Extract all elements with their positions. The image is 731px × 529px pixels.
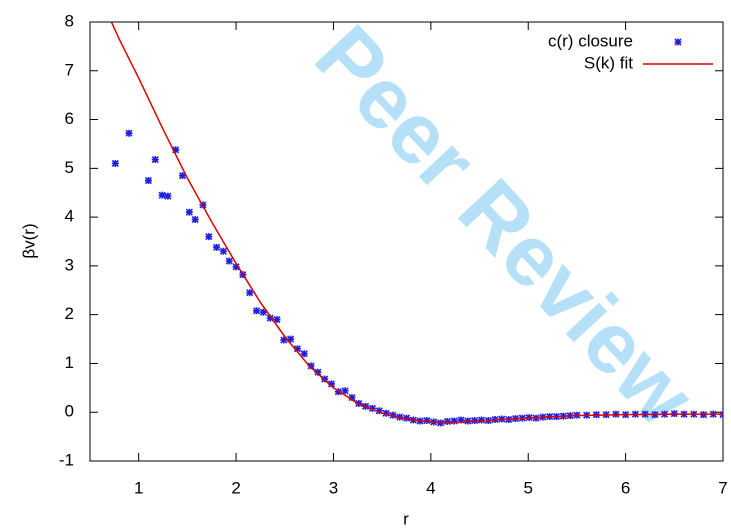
scatter-point bbox=[402, 414, 411, 422]
scatter-point bbox=[144, 176, 152, 185]
x-axis-label: r bbox=[403, 509, 409, 528]
scatter-point bbox=[158, 191, 166, 199]
scatter-point bbox=[252, 307, 261, 315]
scatter-point bbox=[457, 416, 465, 424]
scatter-point bbox=[164, 192, 172, 200]
scatter-point bbox=[307, 362, 315, 370]
scatter-point bbox=[232, 263, 240, 271]
y-tick-label: -1 bbox=[59, 450, 74, 469]
scatter-point bbox=[178, 172, 187, 180]
scatter-point bbox=[111, 159, 119, 168]
scatter-point bbox=[375, 407, 383, 415]
scatter-point bbox=[300, 350, 308, 358]
y-tick-label: 8 bbox=[65, 11, 74, 30]
scatter-point bbox=[213, 243, 221, 251]
scatter-point bbox=[151, 155, 159, 164]
y-tick-label: 1 bbox=[65, 353, 74, 372]
scatter-point bbox=[125, 129, 133, 137]
scatter-point bbox=[450, 417, 458, 425]
x-tick-label: 4 bbox=[426, 478, 435, 497]
y-tick-label: 7 bbox=[65, 60, 74, 79]
y-axis-label: βv(r) bbox=[19, 223, 38, 258]
x-tick-label: 3 bbox=[329, 478, 338, 497]
scatter-point bbox=[219, 247, 227, 255]
scatter-point bbox=[273, 315, 281, 324]
legend-marker bbox=[674, 38, 682, 46]
scatter-point bbox=[293, 345, 301, 353]
scatter-point bbox=[327, 380, 336, 388]
y-tick-label: 0 bbox=[65, 402, 74, 421]
scatter-point bbox=[172, 146, 180, 154]
scatter-point bbox=[225, 257, 233, 265]
x-tick-label: 6 bbox=[621, 478, 630, 497]
scatter-point bbox=[477, 416, 486, 424]
scatter-point bbox=[185, 208, 193, 216]
y-tick-label: 3 bbox=[65, 255, 74, 274]
watermark: Peer Review bbox=[297, 8, 714, 445]
x-tick-label: 5 bbox=[523, 478, 532, 497]
plot-frame bbox=[89, 21, 724, 462]
scatter-point bbox=[423, 416, 431, 425]
scatter-point bbox=[348, 394, 356, 402]
fit-line bbox=[110, 22, 723, 424]
scatter-point bbox=[259, 308, 267, 316]
y-tick-label: 5 bbox=[65, 158, 74, 177]
scatter-point bbox=[382, 409, 390, 417]
legend-label: S(k) fit bbox=[584, 53, 633, 72]
y-tick-label: 4 bbox=[65, 207, 74, 226]
x-tick-label: 1 bbox=[134, 478, 143, 497]
scatter-point bbox=[341, 387, 349, 395]
y-tick-label: 2 bbox=[65, 304, 74, 323]
scatter-point bbox=[443, 417, 451, 426]
scatter-point bbox=[287, 335, 295, 343]
scatter-point bbox=[437, 419, 445, 427]
scatter-point bbox=[191, 215, 199, 224]
scatter-point bbox=[280, 336, 288, 344]
scatter-point bbox=[205, 233, 213, 241]
scatter-point bbox=[266, 314, 274, 322]
x-tick-label: 2 bbox=[231, 478, 240, 497]
legend-label: c(r) closure bbox=[548, 31, 633, 50]
scatter-point bbox=[246, 289, 254, 297]
scatter-point bbox=[368, 404, 376, 412]
scatter-point bbox=[314, 368, 322, 376]
y-tick-label: 6 bbox=[65, 109, 74, 128]
x-tick-label: 7 bbox=[718, 478, 727, 497]
scatter-point bbox=[471, 416, 479, 425]
